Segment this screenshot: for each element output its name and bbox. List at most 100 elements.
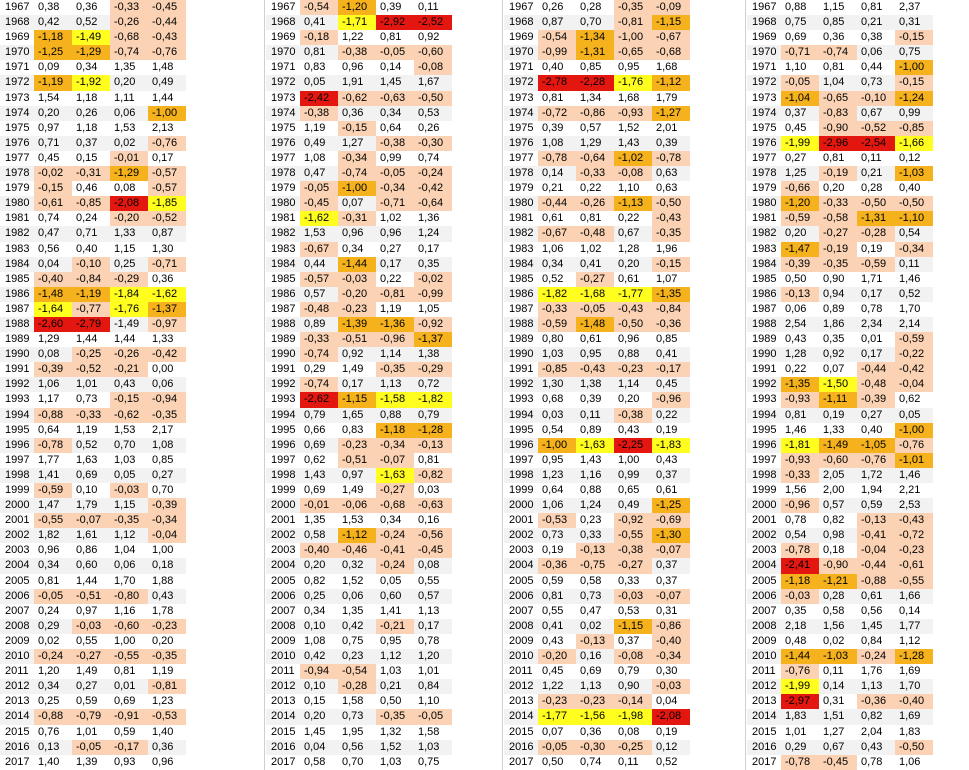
year-cell[interactable]: 2010	[504, 649, 538, 665]
year-cell[interactable]: 1977	[5, 151, 30, 164]
value-cell[interactable]: -0,93	[781, 452, 819, 468]
year-cell[interactable]: 2009	[271, 634, 296, 647]
year-cell[interactable]: 1969	[5, 31, 30, 44]
value-cell[interactable]: -1,24	[895, 90, 933, 106]
value-cell[interactable]: -1,58	[376, 392, 414, 408]
year-cell[interactable]: 1983	[752, 242, 777, 255]
value-cell[interactable]: 0,96	[342, 61, 364, 74]
value-cell[interactable]: -1,19	[34, 75, 72, 91]
value-cell[interactable]: 1,82	[34, 528, 72, 544]
year-cell[interactable]: 1994	[504, 407, 538, 423]
value-cell[interactable]: 0,47	[300, 166, 338, 182]
value-cell[interactable]: 0,81	[823, 151, 845, 164]
value-cell[interactable]: -0,01	[300, 498, 338, 514]
value-cell[interactable]: -0,24	[34, 649, 72, 665]
value-cell[interactable]: -1,63	[576, 437, 614, 453]
value-cell[interactable]: -1,27	[652, 105, 690, 121]
value-cell[interactable]: 0,92	[418, 31, 440, 44]
value-cell[interactable]: 0,64	[38, 423, 60, 436]
value-cell[interactable]: -0,43	[614, 301, 652, 317]
value-cell[interactable]: 0,34	[342, 242, 364, 255]
value-cell[interactable]: 0,37	[652, 467, 690, 483]
value-cell[interactable]: 0,81	[418, 453, 440, 466]
value-cell[interactable]: 0,27	[148, 467, 186, 483]
value-cell[interactable]: 1,08	[148, 437, 186, 453]
value-cell[interactable]: -0,20	[110, 211, 148, 227]
value-cell[interactable]: 0,95	[380, 634, 402, 647]
value-cell[interactable]: 0,37	[652, 558, 690, 574]
value-cell[interactable]: -0,55	[895, 573, 933, 589]
value-cell[interactable]: 0,54	[781, 528, 819, 544]
value-cell[interactable]: 0,87	[538, 15, 576, 31]
value-cell[interactable]: -0,74	[300, 377, 338, 393]
year-cell[interactable]: 2014	[0, 709, 34, 725]
value-cell[interactable]: -0,26	[576, 196, 614, 212]
year-cell[interactable]: 2008	[266, 618, 300, 634]
value-cell[interactable]: 0,50	[785, 272, 807, 285]
value-cell[interactable]: 1,10	[418, 695, 440, 708]
value-cell[interactable]: -0,74	[300, 347, 338, 363]
value-cell[interactable]: -0,19	[819, 166, 857, 182]
value-cell[interactable]: -0,17	[652, 362, 690, 378]
value-cell[interactable]: -0,63	[376, 90, 414, 106]
value-cell[interactable]: 1,32	[380, 725, 402, 738]
year-cell[interactable]: 1980	[504, 196, 538, 212]
value-cell[interactable]: 0,95	[542, 453, 564, 466]
year-cell[interactable]: 2004	[266, 558, 300, 574]
value-cell[interactable]: 0,73	[538, 528, 576, 544]
value-cell[interactable]: 0,04	[656, 695, 678, 708]
value-cell[interactable]: -1,18	[781, 573, 819, 589]
value-cell[interactable]: 0,60	[72, 558, 110, 574]
value-cell[interactable]: 1,13	[376, 377, 414, 393]
value-cell[interactable]: 0,96	[152, 755, 174, 768]
value-cell[interactable]: 0,21	[376, 679, 414, 695]
value-cell[interactable]: -0,24	[857, 649, 895, 665]
value-cell[interactable]: 1,78	[152, 604, 174, 617]
value-cell[interactable]: 0,22	[580, 182, 602, 195]
value-cell[interactable]: -0,56	[414, 528, 452, 544]
year-cell[interactable]: 1985	[509, 272, 534, 285]
value-cell[interactable]: -0,27	[614, 558, 652, 574]
value-cell[interactable]: 0,74	[38, 212, 60, 225]
value-cell[interactable]: 1,77	[38, 453, 60, 466]
value-cell[interactable]: 0,74	[580, 755, 602, 768]
year-cell[interactable]: 1971	[752, 61, 777, 74]
year-cell[interactable]: 1971	[271, 61, 296, 74]
value-cell[interactable]: -0,19	[819, 241, 857, 257]
value-cell[interactable]: -0,61	[895, 558, 933, 574]
year-cell[interactable]: 2001	[271, 514, 296, 527]
value-cell[interactable]: 1,04	[114, 544, 136, 557]
value-cell[interactable]: -0,36	[652, 316, 690, 333]
value-cell[interactable]: -1,48	[576, 316, 614, 333]
year-cell[interactable]: 1978	[504, 166, 538, 182]
value-cell[interactable]: 1,06	[34, 377, 72, 393]
value-cell[interactable]: 0,57	[819, 498, 857, 514]
value-cell[interactable]: 1,36	[418, 212, 440, 225]
year-cell[interactable]: 2011	[509, 665, 533, 678]
year-cell[interactable]: 2003	[752, 544, 777, 557]
year-cell[interactable]: 1967	[5, 1, 30, 13]
value-cell[interactable]: 0,17	[857, 286, 895, 302]
value-cell[interactable]: 0,34	[376, 105, 414, 121]
value-cell[interactable]: 0,07	[338, 196, 376, 212]
value-cell[interactable]: 0,11	[618, 755, 639, 768]
value-cell[interactable]: 0,66	[304, 423, 326, 436]
value-cell[interactable]: 0,92	[338, 347, 376, 363]
value-cell[interactable]: -0,03	[72, 618, 110, 634]
value-cell[interactable]: 1,52	[376, 739, 414, 755]
value-cell[interactable]: -0,60	[414, 45, 452, 61]
value-cell[interactable]: 0,11	[895, 256, 933, 272]
value-cell[interactable]: 0,99	[614, 467, 652, 483]
value-cell[interactable]: 1,69	[899, 665, 921, 678]
value-cell[interactable]: 1,68	[618, 91, 640, 104]
value-cell[interactable]: 0,00	[152, 363, 174, 376]
year-cell[interactable]: 1982	[747, 226, 781, 242]
value-cell[interactable]: 1,44	[114, 333, 136, 346]
value-cell[interactable]: 0,12	[652, 739, 690, 755]
value-cell[interactable]: 0,02	[576, 618, 614, 634]
value-cell[interactable]: -0,28	[857, 226, 895, 242]
value-cell[interactable]: -0,44	[148, 15, 186, 31]
value-cell[interactable]: 0,85	[580, 61, 602, 74]
value-cell[interactable]: -2,25	[614, 437, 652, 453]
year-cell[interactable]: 1968	[266, 15, 300, 31]
